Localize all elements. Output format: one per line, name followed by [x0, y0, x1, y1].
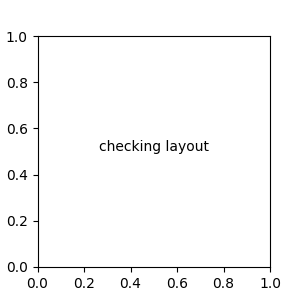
- Text: checking layout: checking layout: [99, 140, 209, 154]
